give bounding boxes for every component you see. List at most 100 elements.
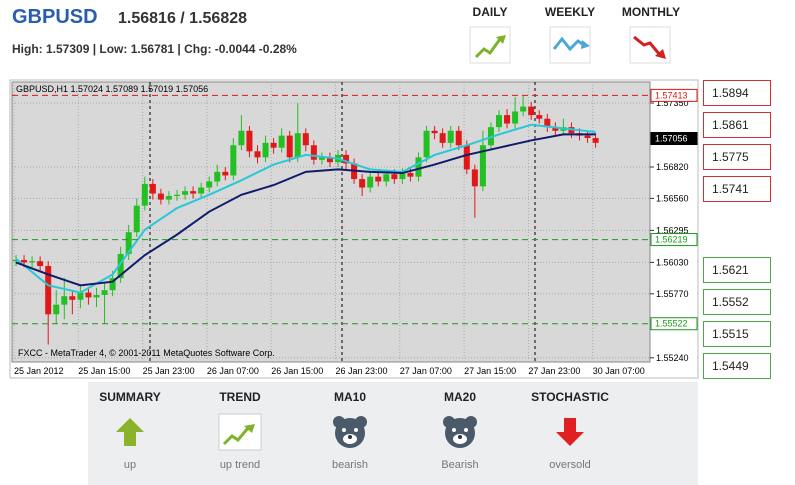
trend-icon xyxy=(218,413,262,451)
candle-body xyxy=(552,127,559,131)
candle-body xyxy=(254,151,261,158)
candle-body xyxy=(141,183,148,206)
candle-body xyxy=(343,154,350,164)
candle-body xyxy=(407,173,414,177)
candle-body xyxy=(246,130,253,152)
x-tick-label: 30 Jan 07:00 xyxy=(593,366,645,376)
candle-body xyxy=(165,195,172,200)
stats: High: 1.57309 | Low: 1.56781 | Chg: -0.0… xyxy=(12,42,297,56)
candle-body xyxy=(182,191,189,195)
resistance-level: 1.5775 xyxy=(703,144,771,170)
candle-body xyxy=(302,133,309,146)
candle-body xyxy=(463,145,470,170)
candle-body xyxy=(61,296,68,305)
candle-body xyxy=(230,145,237,176)
candle-body xyxy=(318,157,325,160)
period-icons xyxy=(469,26,671,64)
x-tick-label: 27 Jan 23:00 xyxy=(528,366,580,376)
price-marker-label: 1.55522 xyxy=(655,319,688,329)
candle-body xyxy=(278,135,285,148)
candle-body xyxy=(415,157,422,177)
price-marker-label: 1.57413 xyxy=(655,90,688,100)
copyright: FXCC - MetaTrader 4, © 2001-2011 MetaQuo… xyxy=(18,348,275,358)
down-icon xyxy=(556,418,584,446)
candle-body xyxy=(326,157,333,163)
support-level: 1.5621 xyxy=(703,257,771,283)
price-marker xyxy=(650,132,698,146)
candle-body xyxy=(447,130,454,143)
candle-body xyxy=(496,115,502,128)
indicator-title: STOCHASTIC xyxy=(531,390,609,404)
y-tick-label: 1.56560 xyxy=(656,193,689,203)
y-tick-label: 1.55240 xyxy=(656,353,689,363)
candle-body xyxy=(528,106,535,116)
indicator-label: up trend xyxy=(219,459,261,471)
indicator: MA10 bearish xyxy=(295,390,405,471)
candle-body xyxy=(520,106,527,112)
candle-body xyxy=(174,194,180,196)
support-level: 1.5552 xyxy=(703,289,771,315)
support-level: 1.5515 xyxy=(703,321,771,347)
x-tick-label: 26 Jan 15:00 xyxy=(271,366,323,376)
x-tick-label: 25 Jan 23:00 xyxy=(143,366,195,376)
period-tab[interactable]: MONTHLY xyxy=(621,5,681,19)
candle-body xyxy=(85,292,92,298)
candle-body xyxy=(262,142,269,158)
indicator: TREND up trend xyxy=(185,390,295,471)
candle-body xyxy=(439,133,446,143)
candle-body xyxy=(399,173,406,180)
candle-body xyxy=(125,232,132,254)
up-icon xyxy=(116,418,144,446)
candle-body xyxy=(222,171,229,176)
x-tick-label: 26 Jan 23:00 xyxy=(336,366,388,376)
candle-body xyxy=(29,261,36,263)
candle-body xyxy=(359,179,366,188)
period-tab[interactable]: DAILY xyxy=(472,5,508,19)
candle-body xyxy=(584,135,591,139)
candle-body xyxy=(45,266,52,315)
resistance-level: 1.5894 xyxy=(703,80,771,106)
candle-body xyxy=(21,259,28,263)
candle-body xyxy=(109,278,116,291)
candle-body xyxy=(69,296,76,300)
support-level: 1.5449 xyxy=(703,353,771,379)
candle-body xyxy=(77,292,84,300)
candle-body xyxy=(286,135,293,158)
candle-body xyxy=(375,176,382,182)
period-tab[interactable]: WEEKLY xyxy=(544,5,596,19)
indicator-title: MA20 xyxy=(443,390,476,404)
chart-info: GBPUSD,H1 1.57024 1.57089 1.57019 1.5705… xyxy=(16,84,208,94)
indicator-panel xyxy=(88,382,698,485)
candle-body xyxy=(238,130,245,146)
candle-body xyxy=(544,118,551,128)
candle-body xyxy=(383,174,390,182)
price-marker xyxy=(650,88,698,102)
candle-body xyxy=(423,130,430,158)
indicator-label: bearish xyxy=(331,459,369,471)
candle-body xyxy=(536,115,543,119)
candle-body xyxy=(504,115,511,124)
x-tick-label: 25 Jan 2012 xyxy=(14,366,64,376)
indicator-title: MA10 xyxy=(333,390,366,404)
candle-body xyxy=(37,261,44,267)
candle-body xyxy=(455,130,462,146)
y-tick-label: 1.56820 xyxy=(656,162,689,172)
candle-body xyxy=(367,176,374,188)
moving-average xyxy=(15,123,596,294)
symbol: GBPUSD xyxy=(12,6,98,28)
indicator: STOCHASTIC oversold xyxy=(515,390,625,471)
bear-icon xyxy=(443,416,477,448)
indicator-title: SUMMARY xyxy=(99,390,161,404)
candle-body xyxy=(93,294,100,298)
resistance-level: 1.5861 xyxy=(703,112,771,138)
candle-body xyxy=(206,181,213,188)
y-tick-label: 1.56030 xyxy=(656,257,689,267)
x-tick-label: 27 Jan 15:00 xyxy=(464,366,516,376)
candle-body xyxy=(512,111,519,124)
x-tick-label: 27 Jan 07:00 xyxy=(400,366,452,376)
indicator-label: oversold xyxy=(549,459,591,471)
candle-body xyxy=(592,138,599,143)
price-marker-label: 1.57056 xyxy=(655,134,688,144)
indicator: MA20 Bearish xyxy=(405,390,515,471)
